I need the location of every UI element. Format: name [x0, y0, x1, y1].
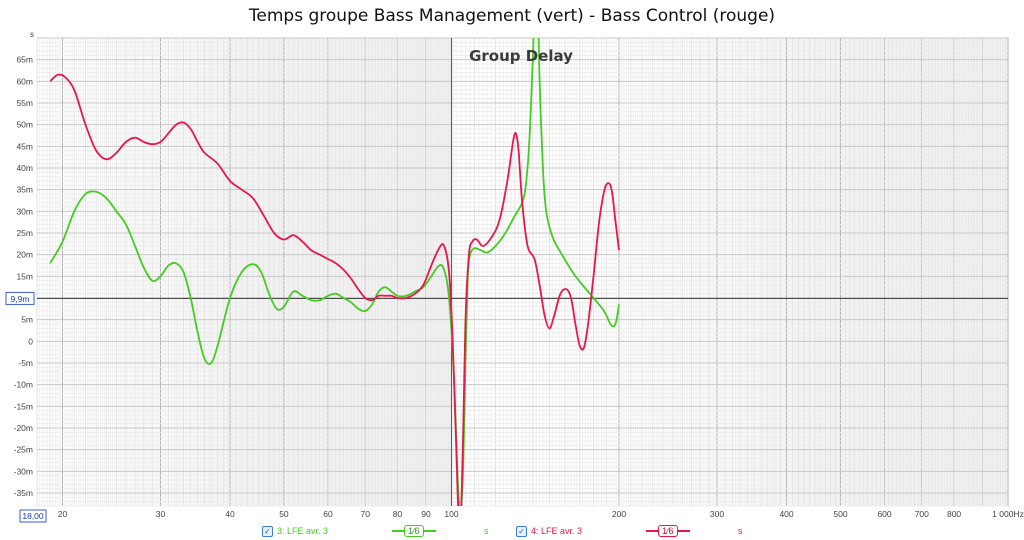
y-tick-label: 35m	[16, 185, 33, 195]
x-tick-label: 600	[877, 509, 891, 519]
y-tick-label: -35m	[14, 488, 33, 498]
y-tick-label: -30m	[14, 466, 33, 476]
y-tick-label: -20m	[14, 423, 33, 433]
cursor-x-box	[19, 509, 47, 523]
series-line-4	[49, 73, 620, 506]
y-tick-label: 20m	[16, 250, 33, 260]
chart-series-layer	[49, 38, 620, 506]
x-tick-label: 20	[58, 509, 68, 519]
y-tick-label: 50m	[16, 120, 33, 130]
cursor-x-label: 18,00	[22, 511, 44, 521]
legend-unit-series-3: s	[484, 523, 489, 539]
x-tick-label: 90	[421, 509, 431, 519]
smoothing-badge-series-3[interactable]: 1⁄6	[404, 525, 424, 537]
y-tick-label: 65m	[16, 55, 33, 65]
x-tick-label: 100	[444, 509, 458, 519]
x-tick-label: 200	[612, 509, 626, 519]
y-tick-label: -5m	[18, 358, 33, 368]
x-tick-label: 500	[833, 509, 847, 519]
checkbox-series-4[interactable]: ✓	[516, 525, 527, 537]
y-tick-label: -10m	[14, 380, 33, 390]
checkbox-series-3[interactable]: ✓	[262, 525, 273, 537]
legend-label-series-4: 4: LFE avr. 3	[531, 526, 583, 536]
y-tick-label: 60m	[16, 76, 33, 86]
legend-line-series-3	[392, 530, 404, 532]
legend-unit-series-4: s	[738, 523, 743, 539]
y-tick-label: 30m	[16, 206, 33, 216]
chart-labels: 65m 60m 55m 50m 45m 40m 35m 30m 25m 20m 15m 5m 0 -5m -…	[5, 30, 1024, 523]
y-tick-label: -15m	[14, 401, 33, 411]
legend-smoothing-series-3[interactable]: 1⁄6	[392, 523, 436, 539]
unit-series-4: s	[738, 526, 743, 536]
legend-line-series-3b	[423, 530, 436, 532]
y-tick-label: 55m	[16, 98, 33, 108]
chart-axes	[37, 38, 1008, 506]
cursor-y-label: 9,9m	[11, 294, 30, 304]
x-tick-label: 300	[710, 509, 724, 519]
chart-title: Group Delay	[469, 47, 573, 65]
y-tick-label: 5m	[21, 315, 33, 325]
legend-item-series-4[interactable]: ✓ 4: LFE avr. 3	[516, 523, 582, 539]
x-tick-label: 80	[393, 509, 403, 519]
legend-line-series-4	[646, 530, 658, 532]
unit-series-3: s	[484, 526, 489, 536]
x-tick-label: 1 000Hz	[992, 509, 1024, 519]
smoothing-badge-series-4[interactable]: 1⁄6	[658, 525, 678, 537]
legend-item-series-3[interactable]: ✓ 3: LFE avr. 3	[262, 523, 328, 539]
x-tick-label: 70	[361, 509, 371, 519]
x-tick-label: 40	[225, 509, 235, 519]
legend-line-series-4b	[677, 530, 690, 532]
x-tick-label: 50	[279, 509, 289, 519]
y-tick-label: -25m	[14, 445, 33, 455]
cursor-y-box	[5, 291, 35, 305]
series-line-3	[49, 38, 620, 506]
y-tick-label: 45m	[16, 141, 33, 151]
window-title: Temps groupe Bass Management (vert) - Ba…	[248, 6, 776, 26]
y-unit-label: s	[30, 30, 34, 39]
x-tick-label: 400	[779, 509, 793, 519]
x-tick-label: 800	[947, 509, 961, 519]
x-tick-label: 700	[915, 509, 929, 519]
y-tick-label: 40m	[16, 163, 33, 173]
y-tick-label: 15m	[16, 271, 33, 281]
legend-smoothing-series-4[interactable]: 1⁄6	[646, 523, 690, 539]
y-tick-label: 0	[28, 336, 33, 346]
x-tick-label: 30	[156, 509, 166, 519]
legend-label-series-3: 3: LFE avr. 3	[277, 526, 329, 536]
chart-grid	[36, 37, 1009, 507]
y-tick-label: 25m	[16, 228, 33, 238]
x-tick-label: 60	[323, 509, 333, 519]
